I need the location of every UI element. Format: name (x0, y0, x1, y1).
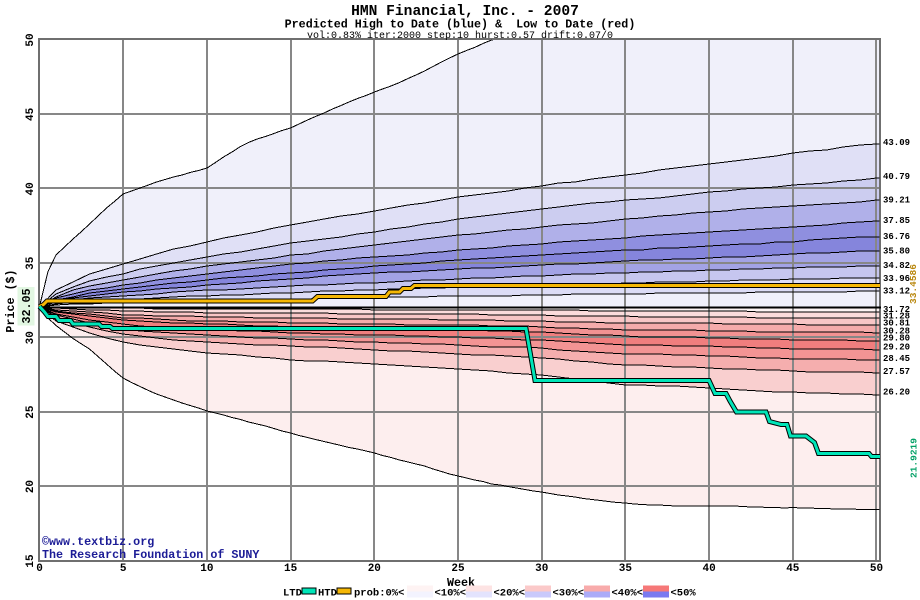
svg-text:31.72: 31.72 (883, 305, 910, 315)
svg-text:26.20: 26.20 (883, 387, 910, 397)
svg-text:36.76: 36.76 (883, 232, 910, 242)
svg-text:27.57: 27.57 (883, 367, 910, 377)
svg-text:©www.textbiz.org: ©www.textbiz.org (42, 535, 154, 549)
svg-text:37.85: 37.85 (883, 216, 910, 226)
svg-text:29.80: 29.80 (883, 334, 910, 344)
svg-text:30: 30 (535, 563, 548, 575)
svg-text:15: 15 (284, 563, 298, 575)
svg-text:<20%<: <20%< (494, 588, 526, 600)
svg-text:33.96: 33.96 (883, 274, 910, 284)
svg-text:30.81: 30.81 (883, 319, 911, 329)
svg-text:35: 35 (25, 256, 37, 270)
svg-text:30.28: 30.28 (883, 327, 910, 337)
svg-text:<30%<: <30%< (553, 588, 585, 600)
svg-text:LTD: LTD (283, 588, 302, 600)
svg-text:33.12: 33.12 (883, 286, 910, 296)
svg-text:40: 40 (702, 563, 715, 575)
svg-text:21.9219: 21.9219 (909, 438, 920, 478)
svg-text:43.09: 43.09 (883, 138, 910, 148)
svg-text:39.21: 39.21 (883, 196, 911, 206)
svg-text:Predicted High to Date (blue): Predicted High to Date (blue) & Low to D… (285, 18, 636, 32)
svg-text:<10%<: <10%< (435, 588, 467, 600)
svg-text:20: 20 (368, 563, 381, 575)
svg-text:28.45: 28.45 (883, 354, 910, 364)
svg-text:15: 15 (25, 554, 37, 568)
svg-text:5: 5 (120, 563, 127, 575)
svg-text:25: 25 (451, 563, 465, 575)
svg-text:34.82: 34.82 (883, 261, 910, 271)
svg-text:31.28: 31.28 (883, 312, 910, 322)
svg-text:<50%: <50% (671, 588, 697, 600)
svg-text:The Research Foundation of SUN: The Research Foundation of SUNY (42, 548, 259, 562)
svg-text:20: 20 (25, 480, 37, 493)
svg-text:HMN Financial, Inc. - 2007: HMN Financial, Inc. - 2007 (351, 4, 579, 20)
svg-text:0: 0 (36, 563, 43, 575)
svg-text:32.05: 32.05 (20, 288, 34, 323)
svg-text:33.4586: 33.4586 (908, 264, 919, 304)
svg-text:25: 25 (25, 405, 37, 419)
svg-text:HTD: HTD (318, 588, 337, 600)
svg-text:10: 10 (200, 563, 213, 575)
svg-text:29.20: 29.20 (883, 343, 910, 353)
svg-text:45: 45 (786, 563, 800, 575)
svg-text:45: 45 (25, 107, 37, 121)
svg-text:40: 40 (25, 182, 37, 195)
svg-text:Price ($): Price ($) (4, 269, 18, 332)
svg-text:35: 35 (619, 563, 633, 575)
svg-text:50: 50 (870, 563, 883, 575)
svg-text:<40%<: <40%< (612, 588, 644, 600)
svg-text:vol:0.83% iter:2000 step:10 hu: vol:0.83% iter:2000 step:10 hurst:0.57 d… (307, 30, 613, 42)
svg-text:50: 50 (25, 33, 37, 46)
svg-text:35.80: 35.80 (883, 246, 910, 256)
svg-text:30: 30 (25, 331, 37, 344)
svg-text:40.79: 40.79 (883, 172, 910, 182)
svg-text:prob:0%<: prob:0%< (354, 588, 404, 600)
